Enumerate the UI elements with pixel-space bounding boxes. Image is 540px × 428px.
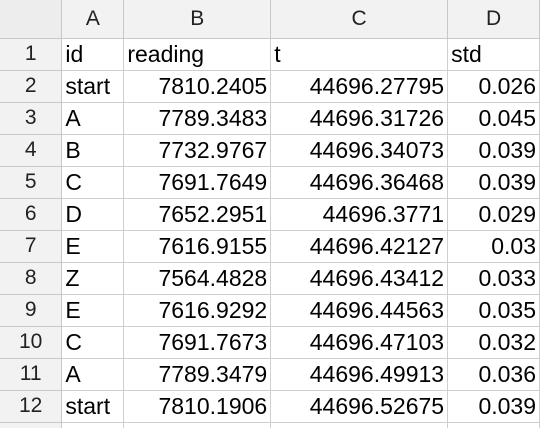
cell-c[interactable]: 44696.43412 [270,262,449,295]
cell-b[interactable]: 7691.7673 [123,326,272,359]
table-row: 12 start 7810.1906 44696.52675 0.039 [0,390,540,423]
table-row: 10 C 7691.7673 44696.47103 0.032 [0,326,540,359]
column-header-a[interactable]: A [61,0,125,39]
row-header[interactable]: 2 [0,70,63,103]
row-header[interactable]: 7 [0,230,63,263]
cell-d[interactable] [447,422,540,428]
cell-a[interactable]: C [61,326,125,359]
column-header-d[interactable]: D [447,0,540,39]
cell-a[interactable]: E [61,294,125,327]
table-row: 3 A 7789.3483 44696.31726 0.045 [0,102,540,135]
cell-a[interactable]: B [61,134,125,167]
row-header[interactable]: 11 [0,358,63,391]
cell-c[interactable]: 44696.52675 [270,390,449,423]
cell-d[interactable]: 0.029 [447,198,540,231]
cell-a[interactable]: C [61,166,125,199]
cell-a[interactable]: A [61,102,125,135]
cell-c[interactable]: 44696.36468 [270,166,449,199]
cell-b[interactable]: 7652.2951 [123,198,272,231]
cell-c[interactable]: 44696.42127 [270,230,449,263]
cell-c[interactable] [270,422,449,428]
cell-a[interactable]: E [61,230,125,263]
cell-a[interactable]: D [61,198,125,231]
cell-a[interactable]: A [61,358,125,391]
row-header[interactable]: 12 [0,390,63,423]
table-row: 9 E 7616.9292 44696.44563 0.035 [0,294,540,327]
cell-d[interactable]: 0.045 [447,102,540,135]
cell-b[interactable]: 7789.3483 [123,102,272,135]
cell-c[interactable]: t [270,38,449,71]
column-header-b[interactable]: B [123,0,272,39]
row-header[interactable]: 5 [0,166,63,199]
cell-b[interactable]: reading [123,38,272,71]
cell-d[interactable]: 0.039 [447,390,540,423]
select-all-corner[interactable] [0,0,63,39]
cell-c[interactable]: 44696.27795 [270,70,449,103]
row-header[interactable]: 4 [0,134,63,167]
cell-a[interactable] [61,422,125,428]
cell-b[interactable]: 7616.9292 [123,294,272,327]
table-row: 8 Z 7564.4828 44696.43412 0.033 [0,262,540,295]
row-header[interactable]: 13 [0,422,63,428]
cell-c[interactable]: 44696.31726 [270,102,449,135]
cell-d[interactable]: 0.033 [447,262,540,295]
table-row: 11 A 7789.3479 44696.49913 0.036 [0,358,540,391]
row-header[interactable]: 9 [0,294,63,327]
row-header[interactable]: 1 [0,38,63,71]
table-row: 6 D 7652.2951 44696.3771 0.029 [0,198,540,231]
cell-c[interactable]: 44696.34073 [270,134,449,167]
cell-c[interactable]: 44696.44563 [270,294,449,327]
row-header[interactable]: 8 [0,262,63,295]
cell-a[interactable]: start [61,70,125,103]
column-header-c[interactable]: C [270,0,449,39]
table-row: 1 id reading t std [0,38,540,71]
cell-c[interactable]: 44696.47103 [270,326,449,359]
cell-b[interactable]: 7810.1906 [123,390,272,423]
grid-body: 1 id reading t std 2 start 7810.2405 44696.27795… [0,38,540,428]
row-header[interactable]: 3 [0,102,63,135]
cell-c[interactable]: 44696.49913 [270,358,449,391]
cell-d[interactable]: 0.026 [447,70,540,103]
cell-a[interactable]: Z [61,262,125,295]
cell-a[interactable]: id [61,38,125,71]
cell-b[interactable]: 7810.2405 [123,70,272,103]
table-row: 4 B 7732.9767 44696.34073 0.039 [0,134,540,167]
row-header[interactable]: 10 [0,326,63,359]
cell-d[interactable]: 0.039 [447,134,540,167]
cell-b[interactable]: 7564.4828 [123,262,272,295]
cell-a[interactable]: start [61,390,125,423]
cell-b[interactable]: 7732.9767 [123,134,272,167]
cell-b[interactable] [123,422,272,428]
table-row: 2 start 7810.2405 44696.27795 0.026 [0,70,540,103]
cell-d[interactable]: std [447,38,540,71]
cell-d[interactable]: 0.03 [447,230,540,263]
table-row: 13 [0,422,540,428]
cell-d[interactable]: 0.035 [447,294,540,327]
cell-b[interactable]: 7691.7649 [123,166,272,199]
cell-d[interactable]: 0.032 [447,326,540,359]
cell-d[interactable]: 0.036 [447,358,540,391]
row-header[interactable]: 6 [0,198,63,231]
table-row: 5 C 7691.7649 44696.36468 0.039 [0,166,540,199]
cell-d[interactable]: 0.039 [447,166,540,199]
cell-b[interactable]: 7616.9155 [123,230,272,263]
cell-c[interactable]: 44696.3771 [270,198,449,231]
column-header-row: A B C D [0,0,540,39]
cell-b[interactable]: 7789.3479 [123,358,272,391]
table-row: 7 E 7616.9155 44696.42127 0.03 [0,230,540,263]
